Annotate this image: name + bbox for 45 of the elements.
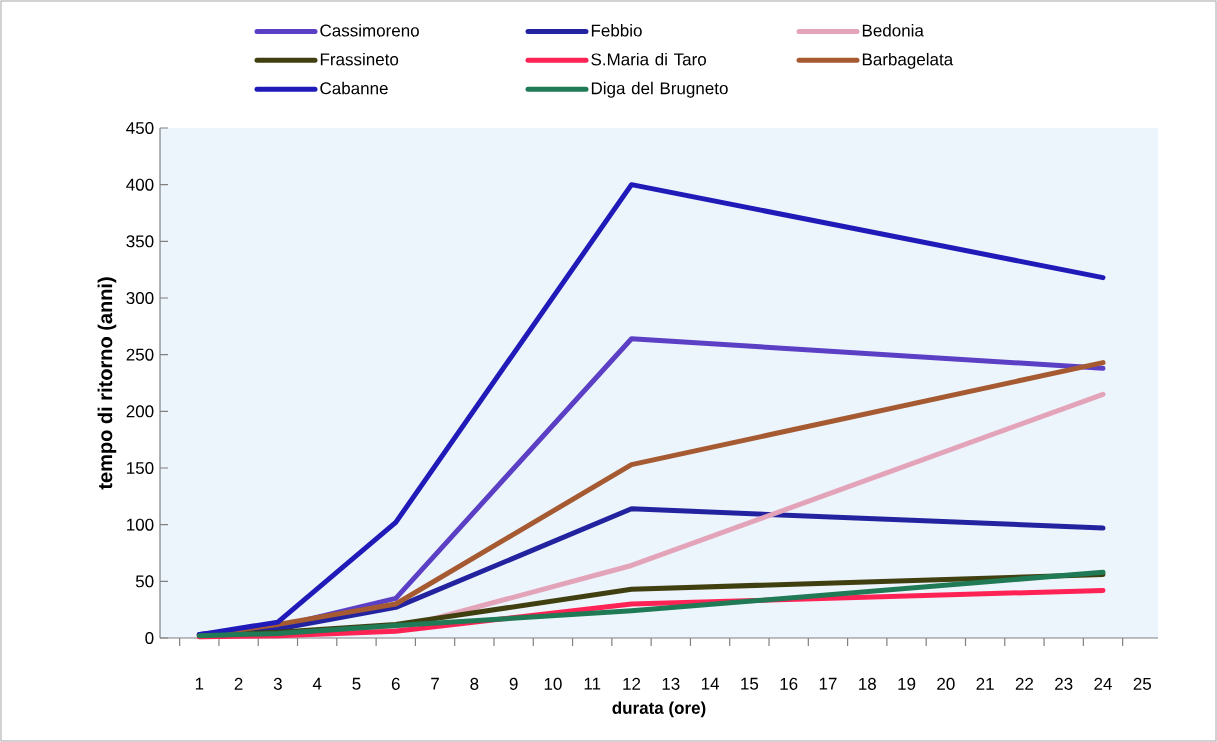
y-tick-label: 300: [126, 291, 154, 305]
x-tick-label: 15: [741, 677, 759, 690]
legend-label: Cabanne: [320, 81, 388, 95]
x-tick-label: 25: [1133, 677, 1152, 690]
x-tick-label: 12: [623, 677, 641, 690]
legend-label: Bedonia: [862, 24, 924, 37]
x-tick-label: 13: [662, 677, 680, 690]
y-tick-label: 200: [126, 405, 154, 418]
legend-label: Frassineto: [320, 52, 399, 66]
x-tick-label: 2: [234, 677, 243, 690]
legend-label: Cassimoreno: [320, 24, 419, 37]
x-tick-label: 3: [273, 677, 282, 690]
x-tick-label: 11: [584, 677, 601, 690]
y-tick-label: 400: [126, 178, 154, 191]
x-tick-label: 22: [1015, 677, 1034, 690]
x-tick-label: 21: [976, 677, 994, 690]
x-tick-label: 18: [859, 677, 876, 690]
x-tick-label: 6: [391, 677, 400, 690]
x-tick-label: 23: [1055, 677, 1073, 690]
x-axis-title: durata (ore): [612, 701, 706, 718]
x-tick-label: 16: [780, 677, 798, 690]
y-tick-label: 450: [126, 121, 154, 135]
legend-label: Barbagelata: [862, 52, 954, 69]
y-tick-label: 250: [126, 348, 154, 361]
legend-label: S.Maria di Taro: [591, 52, 706, 66]
y-axis-title: tempo di ritorno (anni): [97, 277, 117, 490]
x-tick-label: 4: [312, 677, 322, 690]
x-tick-label: 24: [1094, 677, 1112, 690]
y-tick-label: 150: [127, 461, 154, 475]
legend-label: Febbio: [591, 24, 642, 37]
x-tick-label: 14: [701, 677, 720, 690]
y-tick-label: 0: [145, 631, 154, 645]
y-tick-label: 50: [135, 575, 154, 588]
x-tick-label: 8: [470, 677, 479, 690]
x-tick-label: 17: [819, 677, 837, 690]
x-tick-label: 10: [544, 677, 562, 690]
x-tick-label: 20: [937, 677, 955, 690]
y-tick-label: 100: [127, 518, 154, 531]
x-tick-label: 9: [509, 677, 518, 690]
x-tick-label: 7: [431, 677, 439, 690]
legend-label: Diga del Brugneto: [591, 81, 728, 98]
x-tick-label: 1: [195, 677, 204, 690]
x-tick-label: 19: [898, 677, 916, 690]
y-tick-label: 350: [126, 235, 154, 248]
x-tick-label: 5: [352, 677, 361, 690]
